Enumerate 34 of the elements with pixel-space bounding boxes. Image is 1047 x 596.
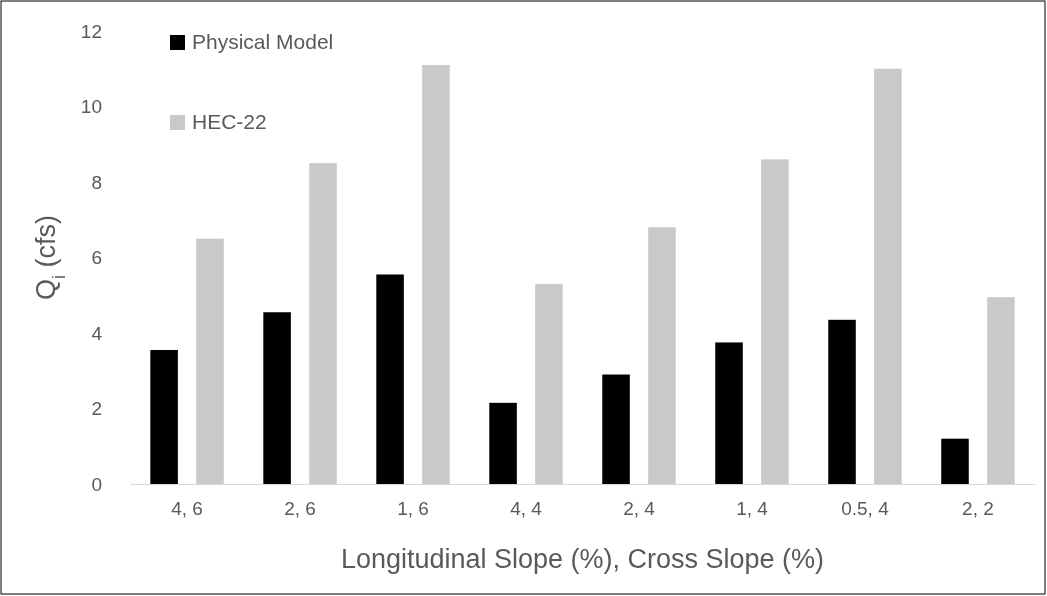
bar xyxy=(309,163,337,484)
bar xyxy=(761,159,789,484)
x-tick-label: 2, 4 xyxy=(623,498,656,520)
y-tick-label: 12 xyxy=(80,20,102,42)
bar xyxy=(828,319,856,484)
legend-label: Physical Model xyxy=(192,30,334,53)
bar xyxy=(941,438,969,484)
bar xyxy=(648,227,676,484)
bar xyxy=(196,238,224,484)
x-tick-label: 0.5, 4 xyxy=(841,498,890,520)
x-tick-label: 2, 6 xyxy=(284,498,316,520)
x-tick-label: 1, 6 xyxy=(397,498,429,520)
bar xyxy=(489,402,517,484)
x-tick-label: 4, 4 xyxy=(510,498,543,520)
legend-label: HEC-22 xyxy=(192,110,267,133)
x-axis-title: Longitudinal Slope (%), Cross Slope (%) xyxy=(340,544,825,574)
y-tick-label: 4 xyxy=(91,322,103,344)
bar xyxy=(874,68,902,484)
bar xyxy=(987,297,1015,484)
y-tick-label: 8 xyxy=(91,171,102,193)
y-tick-label: 10 xyxy=(80,96,102,118)
bar xyxy=(263,312,291,484)
y-tick-label: 0 xyxy=(91,473,102,495)
bar xyxy=(535,283,563,484)
x-tick-label: 2, 2 xyxy=(962,498,994,520)
bar xyxy=(376,274,404,484)
bar xyxy=(602,374,630,484)
bar xyxy=(150,349,178,484)
x-tick-label: 4, 6 xyxy=(171,498,203,520)
y-tick-label: 6 xyxy=(91,247,102,269)
bar xyxy=(422,64,450,484)
x-tick-label: 1, 4 xyxy=(736,498,769,520)
bar xyxy=(715,342,743,484)
y-tick-label: 2 xyxy=(91,398,102,420)
